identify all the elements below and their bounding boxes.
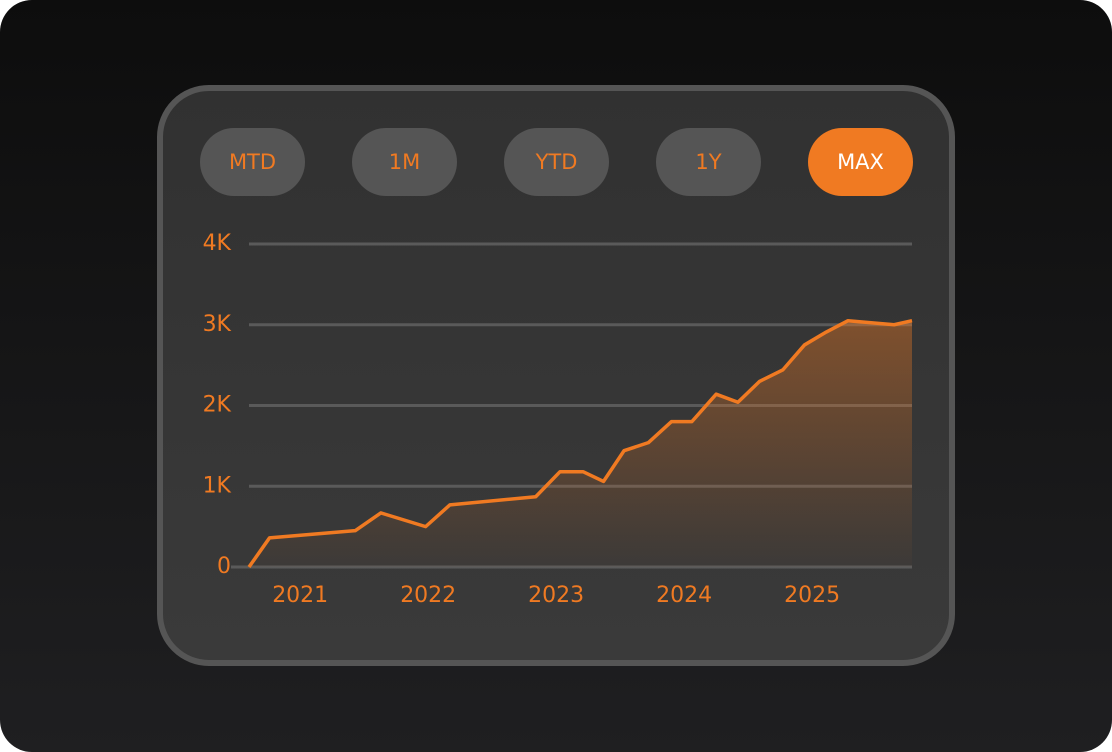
y-tick-label: 3K — [203, 312, 232, 337]
area-fill — [249, 320, 912, 567]
range-button[interactable]: YTD — [504, 128, 609, 196]
range-button[interactable]: MAX — [808, 128, 913, 196]
range-button[interactable]: 1M — [352, 128, 457, 196]
y-tick-label: 1K — [203, 473, 232, 498]
x-tick-label: 2024 — [656, 583, 712, 608]
y-tick-label: 0 — [217, 554, 231, 579]
range-button[interactable]: 1Y — [656, 128, 761, 196]
range-button[interactable]: MTD — [200, 128, 305, 196]
y-tick-label: 4K — [203, 231, 232, 256]
x-tick-label: 2023 — [528, 583, 584, 608]
x-tick-label: 2025 — [784, 583, 840, 608]
line — [247, 318, 913, 569]
x-tick-label: 2021 — [272, 583, 328, 608]
y-tick-label: 2K — [203, 393, 232, 418]
x-tick-label: 2022 — [400, 583, 456, 608]
